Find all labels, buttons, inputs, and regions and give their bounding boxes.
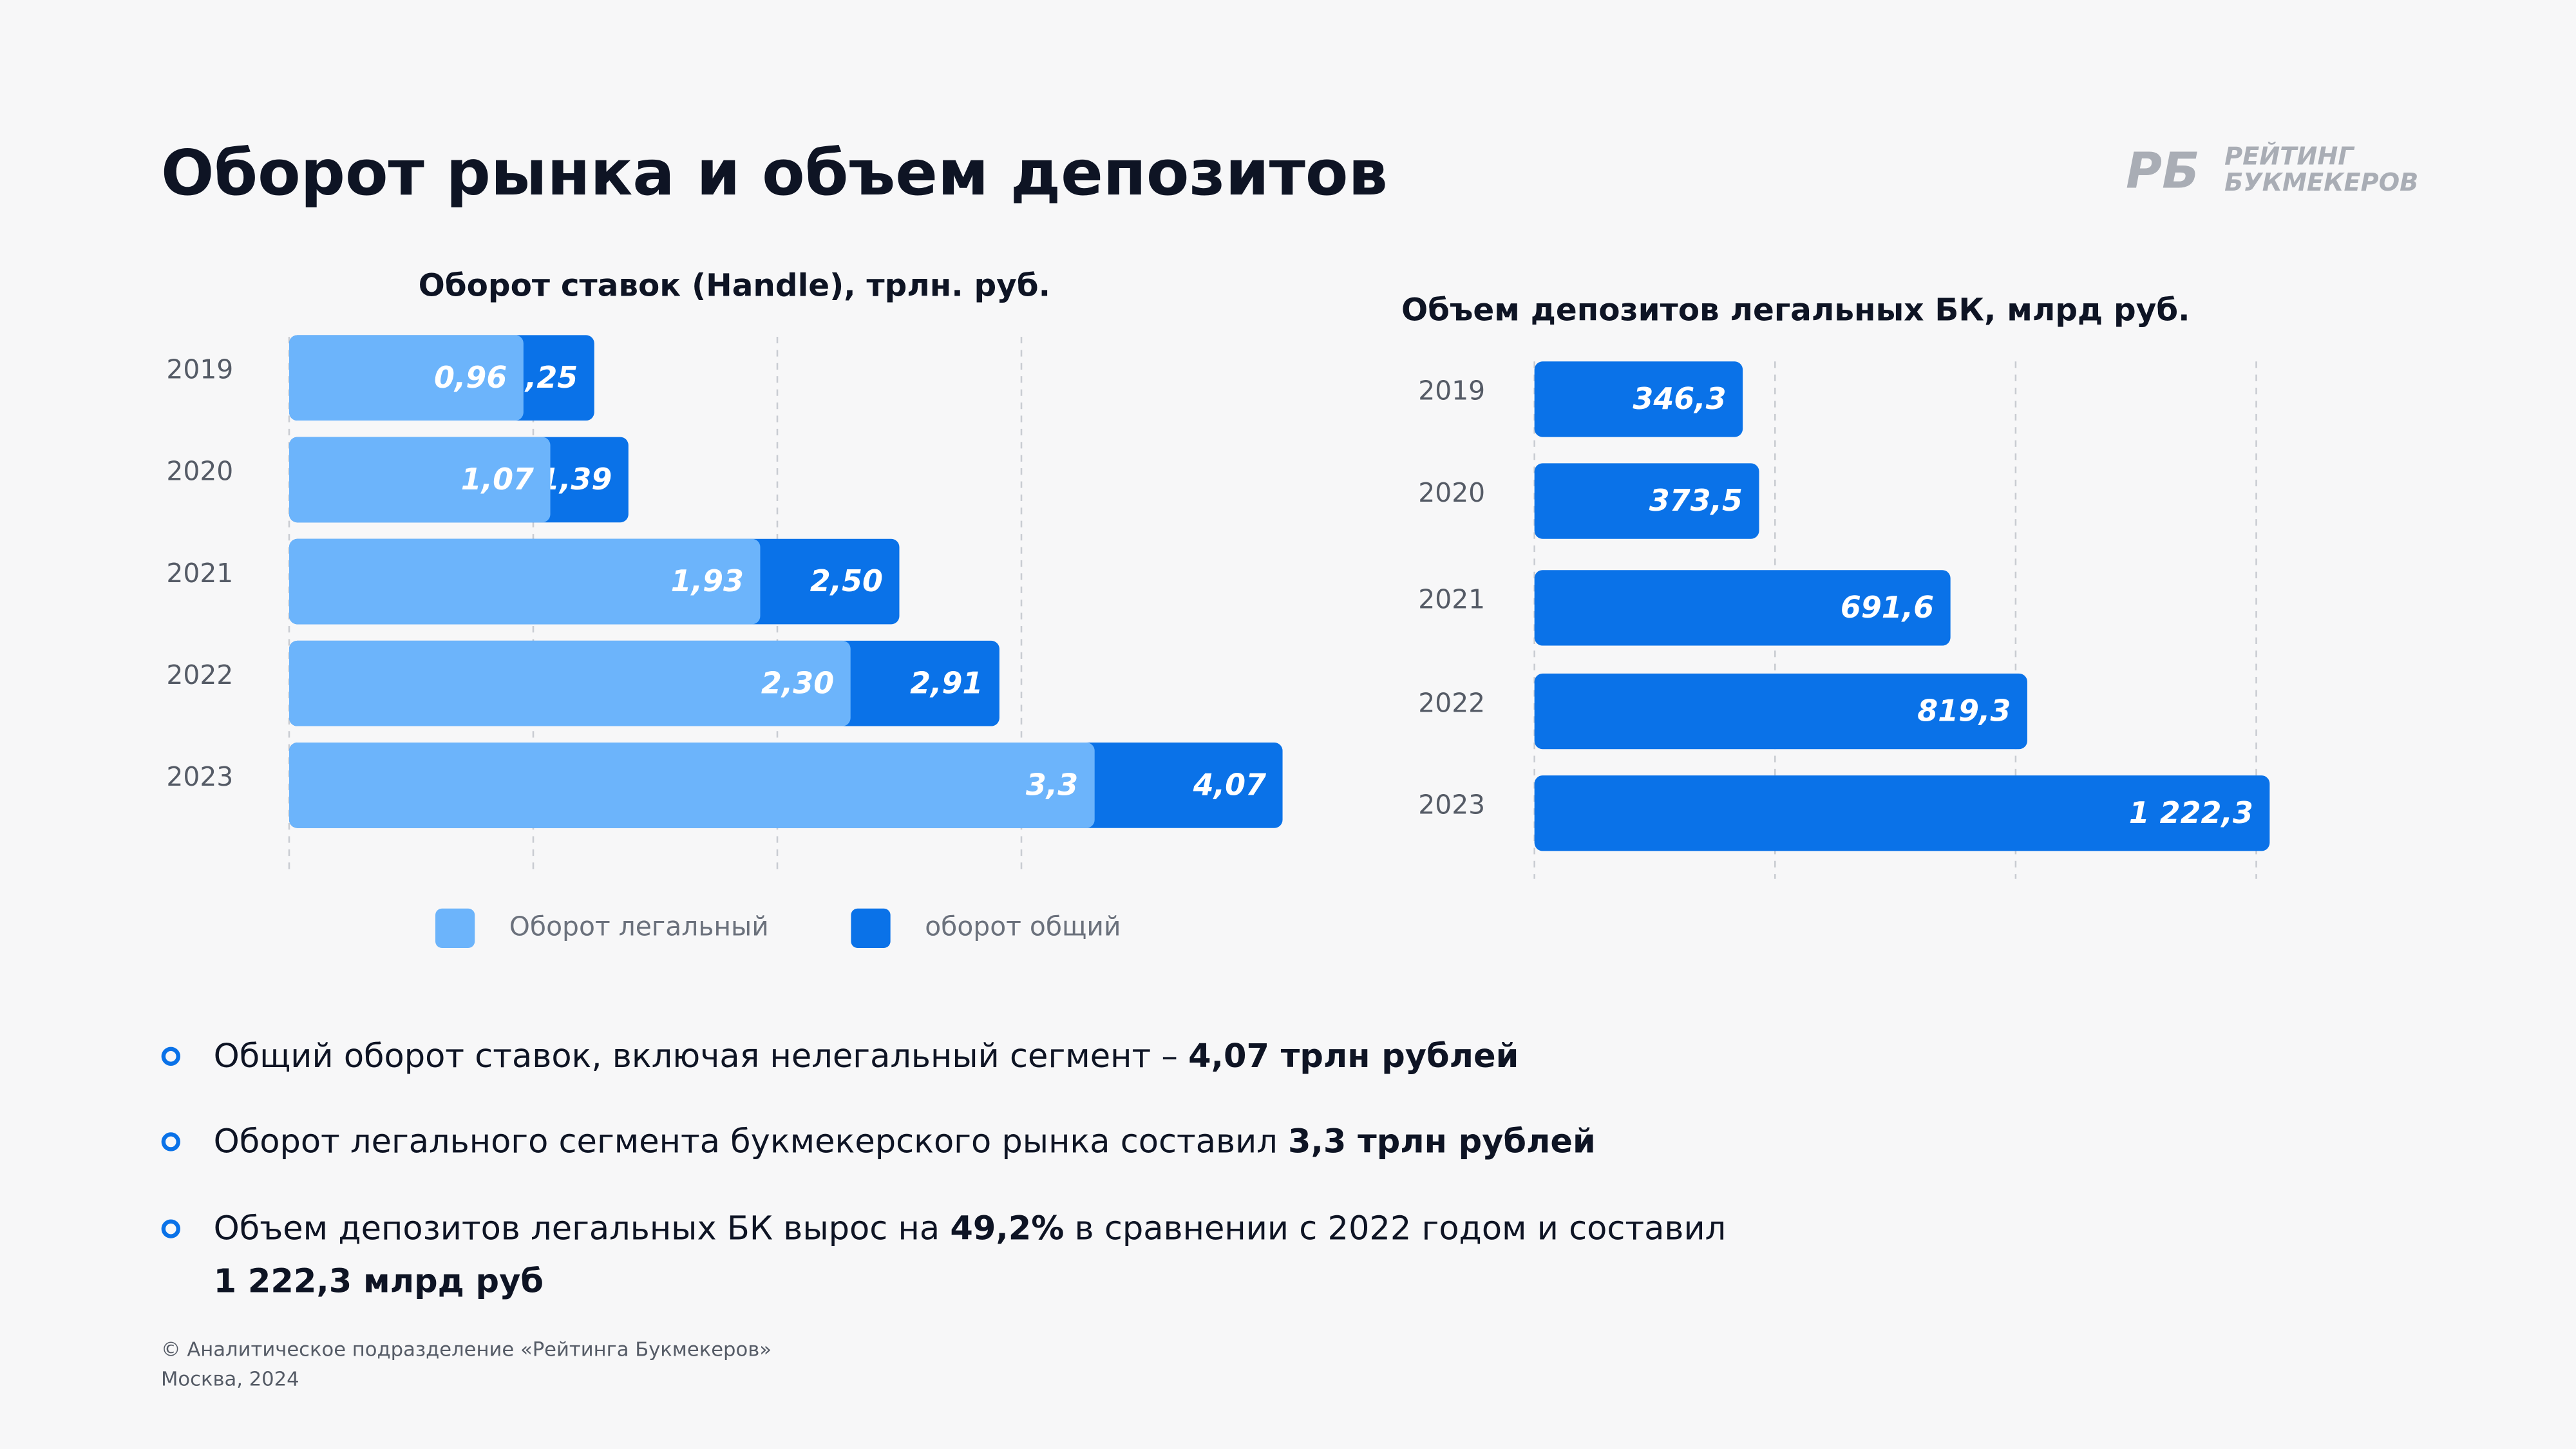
y-tick-label: 2019 — [1418, 375, 1485, 406]
y-tick-label: 2021 — [1418, 584, 1485, 615]
logo-text: РЕЙТИНГ — [2224, 140, 2355, 171]
legend-label: Оборот легальный — [509, 911, 769, 942]
bullet — [161, 1219, 180, 1238]
legend-label: оборот общий — [925, 911, 1121, 942]
logo-mark: РБ — [2126, 142, 2199, 200]
bar — [1534, 775, 2270, 851]
data-label: 819,3 — [1917, 694, 2011, 728]
note-segment: в сравнении с 2022 годом и составил — [1064, 1210, 1726, 1248]
data-label: 2,50 — [810, 564, 883, 598]
data-label: 1,93 — [671, 564, 744, 598]
data-label: 1,39 — [539, 462, 612, 497]
data-label: 346,3 — [1633, 381, 1726, 416]
note-text: Общий оборот ставок, включая нелегальный… — [214, 1037, 1519, 1075]
data-label: 2,30 — [761, 665, 834, 700]
footer-text: © Аналитическое подразделение «Рейтинга … — [161, 1338, 772, 1361]
bullet — [161, 1046, 180, 1066]
bar — [1534, 673, 2027, 750]
note-text: Оборот легального сегмента букмекерского… — [214, 1123, 1596, 1161]
data-label: 4,07 — [1193, 767, 1266, 802]
y-tick-label: 2022 — [166, 659, 233, 690]
note-segment: Общий оборот ставок, включая нелегальный… — [214, 1037, 1189, 1075]
note-segment: 3,3 трлн рублей — [1288, 1123, 1596, 1161]
y-tick-label: 2021 — [166, 558, 233, 589]
data-label: 691,6 — [1841, 590, 1934, 625]
note-segment: Объем депозитов легальных БК вырос на — [214, 1210, 951, 1248]
bar — [1534, 570, 1951, 646]
y-tick-label: 2020 — [166, 456, 233, 487]
footer-text: Москва, 2024 — [161, 1368, 299, 1390]
bar — [289, 538, 761, 625]
note-segment: 49,2% — [950, 1210, 1064, 1248]
legend-swatch — [851, 908, 891, 948]
bar — [289, 335, 524, 421]
y-tick-label: 2019 — [166, 354, 233, 385]
bar — [1534, 463, 1759, 539]
chart-title: Оборот ставок (Handle), трлн. руб. — [419, 267, 1050, 303]
note-segment: 1 222,3 млрд руб — [214, 1262, 544, 1300]
note-text: 1 222,3 млрд руб — [214, 1262, 544, 1300]
y-tick-label: 2022 — [1418, 687, 1485, 718]
data-label: 1,07 — [461, 462, 534, 497]
page-title: Оборот рынка и объем депозитов — [161, 137, 1388, 209]
bar — [289, 437, 551, 523]
y-tick-label: 2020 — [1418, 477, 1485, 508]
data-label: 373,5 — [1649, 483, 1743, 518]
y-tick-label: 2023 — [166, 761, 233, 792]
note-segment: 4,07 трлн рублей — [1188, 1037, 1519, 1075]
legend-swatch — [435, 908, 475, 948]
bar — [289, 743, 1095, 828]
data-label: 2,91 — [910, 665, 983, 700]
logo-text: БУКМЕКЕРОВ — [2224, 168, 2418, 197]
bar — [289, 640, 851, 726]
bar — [1534, 361, 1743, 437]
chart-title: Объем депозитов легальных БК, млрд руб. — [1401, 292, 2190, 328]
bullet — [161, 1132, 180, 1151]
data-label: 1 222,3 — [2129, 795, 2253, 830]
note-segment: Оборот легального сегмента букмекерского… — [214, 1123, 1288, 1161]
y-tick-label: 2023 — [1418, 790, 1485, 820]
data-label: 3,3 — [1026, 767, 1078, 802]
data-label: 0,96 — [434, 360, 507, 395]
note-text: Объем депозитов легальных БК вырос на 49… — [214, 1210, 1727, 1248]
